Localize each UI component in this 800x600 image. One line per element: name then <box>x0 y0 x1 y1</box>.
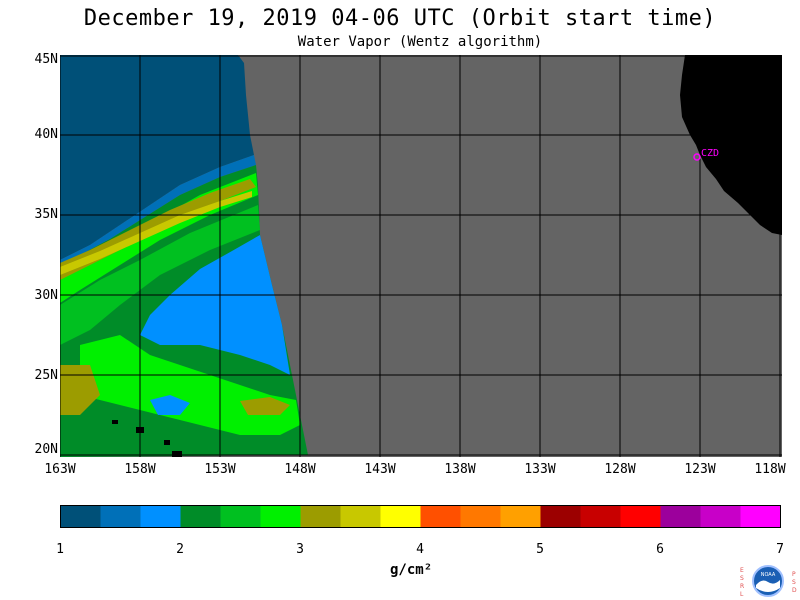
swath-south-blue-pocket <box>150 395 190 415</box>
lon-label-123w: 123W <box>684 462 716 477</box>
island-1 <box>112 420 118 424</box>
lon-label-133w: 133W <box>524 462 556 477</box>
svg-text:R: R <box>740 583 744 590</box>
colorbar-border <box>60 505 781 528</box>
island-3 <box>164 440 170 445</box>
colorbar-cell-15 <box>620 505 661 528</box>
swath-blue-band <box>60 155 256 267</box>
colorbar-cell-13 <box>540 505 581 528</box>
lat-label-30n: 30N <box>34 288 58 303</box>
swath-mid-green-band <box>60 205 260 345</box>
map-gridlines <box>60 55 782 457</box>
lon-label-153w: 153W <box>204 462 236 477</box>
svg-text:L: L <box>740 591 744 598</box>
colorbar-tick-1: 1 <box>56 542 64 557</box>
colorbar-cell-3 <box>140 505 181 528</box>
svg-text:S: S <box>792 579 796 586</box>
colorbar-cell-16 <box>660 505 701 528</box>
swath-southwest-olive <box>60 365 100 415</box>
swath-south-green <box>80 335 300 435</box>
colorbar-cell-8 <box>340 505 381 528</box>
colorbar-tick-3: 3 <box>296 542 304 557</box>
lon-label-128w: 128W <box>604 462 636 477</box>
svg-text:D: D <box>792 587 797 594</box>
lon-label-138w: 138W <box>444 462 476 477</box>
colorbar-cell-12 <box>500 505 541 528</box>
map-title: December 19, 2019 04-06 UTC (Orbit start… <box>83 6 717 31</box>
colorbar-cell-2 <box>100 505 141 528</box>
swath-low-vapor-region <box>60 55 254 260</box>
colorbar-tick-7: 7 <box>776 542 784 557</box>
logo-psd-text: P <box>792 571 796 578</box>
colorbar-cell-7 <box>300 505 341 528</box>
lat-label-40n: 40N <box>34 127 58 142</box>
colorbar-cell-1 <box>60 505 101 528</box>
colorbar <box>60 505 781 528</box>
colorbar-tick-4: 4 <box>416 542 424 557</box>
colorbar-tick-2: 2 <box>176 542 184 557</box>
colorbar-tick-5: 5 <box>536 542 544 557</box>
map-subtitle: Water Vapor (Wentz algorithm) <box>297 34 543 50</box>
colorbar-cell-10 <box>420 505 461 528</box>
lon-label-118w: 118W <box>754 462 786 477</box>
colorbar-cell-6 <box>260 505 301 528</box>
island-4 <box>172 451 182 457</box>
noaa-logo: E S R L NOAA P S D <box>740 565 797 598</box>
lon-label-163w: 163W <box>44 462 76 477</box>
colorbar-units: g/cm² <box>390 562 433 578</box>
lon-label-148w: 148W <box>284 462 316 477</box>
water-vapor-map: CZD <box>60 55 782 457</box>
svg-text:S: S <box>740 575 744 582</box>
logo-esrl-text: E <box>740 567 744 574</box>
station-label-czd: CZD <box>701 148 719 159</box>
lon-label-143w: 143W <box>364 462 396 477</box>
logo-noaa-text: NOAA <box>761 572 776 578</box>
swath-south-olive-patch <box>240 397 290 415</box>
lat-label-35n: 35N <box>34 207 58 222</box>
station-marker-czd <box>693 153 701 161</box>
lat-label-45n: 45N <box>34 52 58 67</box>
colorbar-cell-17 <box>700 505 741 528</box>
lon-label-158w: 158W <box>124 462 156 477</box>
colorbar-cell-18 <box>740 505 781 528</box>
swath-yellow-band <box>60 191 252 275</box>
lat-label-25n: 25N <box>34 368 58 383</box>
colorbar-cell-11 <box>460 505 501 528</box>
colorbar-tick-6: 6 <box>656 542 664 557</box>
colorbar-cell-5 <box>220 505 261 528</box>
land-california <box>680 55 782 235</box>
colorbar-cell-14 <box>580 505 621 528</box>
colorbar-cell-9 <box>380 505 421 528</box>
swath-dry-slot <box>140 235 290 375</box>
lat-label-20n: 20N <box>34 442 58 457</box>
colorbar-cell-4 <box>180 505 221 528</box>
